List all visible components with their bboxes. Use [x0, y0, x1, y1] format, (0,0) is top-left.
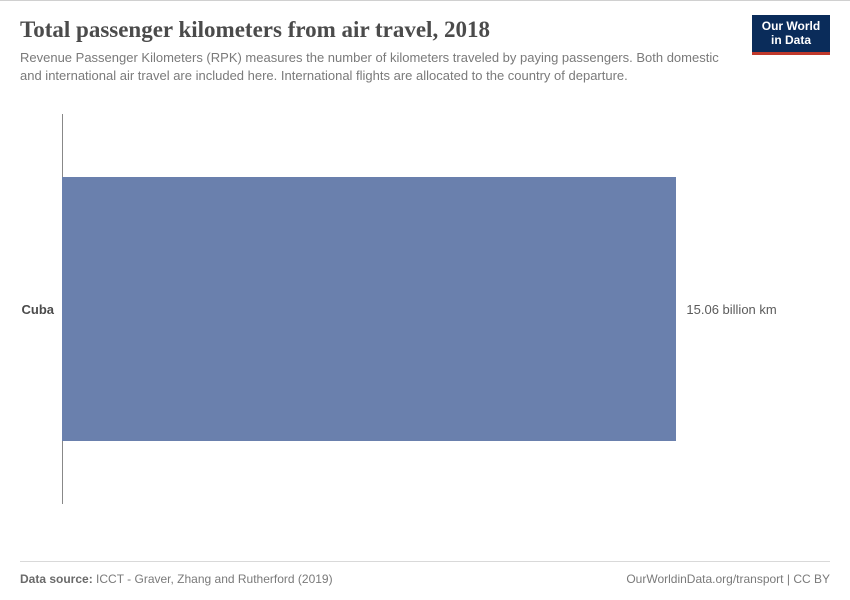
- category-label: Cuba: [20, 302, 62, 317]
- bar-row: Cuba 15.06 billion km: [20, 177, 830, 441]
- bar: [62, 177, 676, 441]
- footer: Data source: ICCT - Graver, Zhang and Ru…: [20, 561, 830, 586]
- separator: |: [784, 572, 794, 586]
- data-source: Data source: ICCT - Graver, Zhang and Ru…: [20, 572, 333, 586]
- header: Our World in Data Total passenger kilome…: [0, 0, 850, 96]
- chart-title: Total passenger kilometers from air trav…: [20, 17, 830, 43]
- owid-logo: Our World in Data: [752, 15, 830, 55]
- source-label: Data source:: [20, 572, 93, 586]
- chart-area: Cuba 15.06 billion km: [20, 114, 830, 504]
- chart-subtitle: Revenue Passenger Kilometers (RPK) measu…: [20, 49, 740, 84]
- value-label: 15.06 billion km: [676, 302, 776, 317]
- attribution-link[interactable]: OurWorldinData.org/transport: [626, 572, 783, 586]
- source-text: ICCT - Graver, Zhang and Rutherford (201…: [96, 572, 333, 586]
- logo-line2: in Data: [771, 33, 811, 47]
- logo-line1: Our World: [762, 19, 820, 33]
- attribution-block: OurWorldinData.org/transport | CC BY: [626, 572, 830, 586]
- license: CC BY: [793, 572, 830, 586]
